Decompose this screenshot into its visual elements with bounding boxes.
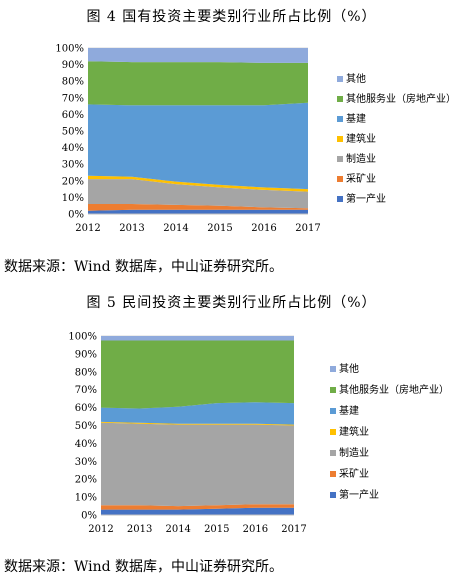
y-tick-label: 0%: [68, 210, 84, 221]
chart-1: 0% 10% 20% 30% 40% 50% 60% 70% 80% 90% 100% 2012 201…: [55, 44, 456, 235]
x-tick-label: 2014: [163, 223, 188, 234]
area-series-1: [88, 209, 308, 214]
area-series-6: [101, 340, 294, 409]
x-tick-label: 2013: [127, 524, 152, 535]
legend-label: 制造业: [346, 152, 376, 165]
area-series-1: [101, 507, 294, 515]
legend-swatch: [337, 96, 343, 102]
legend-swatch: [330, 387, 336, 393]
legend-label: 采矿业: [346, 172, 376, 185]
legend-swatch: [337, 176, 343, 182]
legend-swatch: [330, 450, 336, 456]
x-tick-label: 2016: [243, 524, 268, 535]
x-tick-label: 2017: [295, 223, 320, 234]
x-tick-label: 2015: [207, 223, 232, 234]
area-series-4: [88, 175, 308, 192]
y-tick-label: 80%: [75, 367, 97, 378]
area-series-2: [101, 504, 294, 510]
y-tick-label: 40%: [75, 439, 97, 450]
y-tick-label: 20%: [75, 475, 97, 486]
x-tick-label: 2015: [204, 524, 229, 535]
x-tick-label: 2016: [251, 223, 276, 234]
y-tick-label: 50%: [75, 421, 97, 432]
area-series-2: [88, 204, 308, 211]
chart-1-source: 数据来源：Wind 数据库，中山证券研究所。: [4, 259, 284, 275]
y-tick-label: 70%: [75, 385, 97, 396]
legend-label: 其他: [346, 72, 366, 85]
y-tick-label: 80%: [62, 77, 84, 88]
legend-label: 基建: [346, 112, 366, 125]
x-tick-label: 2014: [165, 524, 190, 535]
legend-swatch: [330, 471, 336, 477]
chart-2-title: 图 5 民间投资主要类别行业所占比例（%）: [86, 295, 377, 311]
legend-label: 其他服务业（房地产业）: [346, 92, 456, 105]
area-series-6: [88, 61, 308, 106]
legend-label: 其他服务业（房地产业）: [339, 383, 449, 396]
x-tick-label: 2012: [88, 524, 113, 535]
legend-label: 基建: [339, 404, 359, 417]
legend-swatch: [330, 492, 336, 498]
legend-swatch: [337, 76, 343, 82]
legend-swatch: [330, 429, 336, 435]
legend-label: 制造业: [339, 446, 369, 459]
y-tick-label: 30%: [75, 457, 97, 468]
area-series-7: [88, 48, 308, 63]
legend-swatch: [337, 196, 343, 202]
area-series-5: [101, 402, 294, 425]
legend-swatch: [337, 116, 343, 122]
y-tick-label: 10%: [62, 193, 84, 204]
y-tick-label: 100%: [55, 44, 84, 55]
y-tick-label: 10%: [75, 493, 97, 504]
legend-swatch: [337, 136, 343, 142]
y-tick-label: 90%: [75, 349, 97, 360]
legend-label: 建筑业: [346, 132, 376, 145]
area-series-7: [101, 336, 294, 341]
y-tick-label: 30%: [62, 160, 84, 171]
legend-swatch: [330, 408, 336, 414]
x-tick-label: 2013: [119, 223, 144, 234]
y-tick-label: 70%: [62, 93, 84, 104]
legend-swatch: [330, 366, 336, 372]
chart-2: 0% 10% 20% 30% 40% 50% 60% 70% 80% 90% 100% 2012 201…: [68, 332, 449, 536]
area-series-3: [101, 422, 294, 507]
legend-label: 建筑业: [339, 425, 369, 438]
legend-label: 第一产业: [346, 192, 386, 205]
legend-label: 其他: [339, 362, 359, 375]
legend-label: 第一产业: [339, 488, 379, 501]
y-tick-label: 40%: [62, 143, 84, 154]
x-tick-label: 2017: [281, 524, 306, 535]
legend-swatch: [337, 156, 343, 162]
x-tick-label: 2012: [75, 223, 100, 234]
area-series-3: [88, 179, 308, 209]
area-series-5: [88, 102, 308, 190]
y-tick-label: 50%: [62, 127, 84, 138]
y-tick-label: 100%: [68, 332, 97, 343]
legend-label: 采矿业: [339, 467, 369, 480]
y-tick-label: 0%: [81, 511, 97, 522]
y-tick-label: 20%: [62, 176, 84, 187]
y-tick-label: 90%: [62, 60, 84, 71]
y-tick-label: 60%: [62, 110, 84, 121]
chart-2-source: 数据来源：Wind 数据库，中山证券研究所。: [4, 559, 284, 575]
y-tick-label: 60%: [75, 403, 97, 414]
chart-1-title: 图 4 国有投资主要类别行业所占比例（%）: [86, 9, 377, 25]
